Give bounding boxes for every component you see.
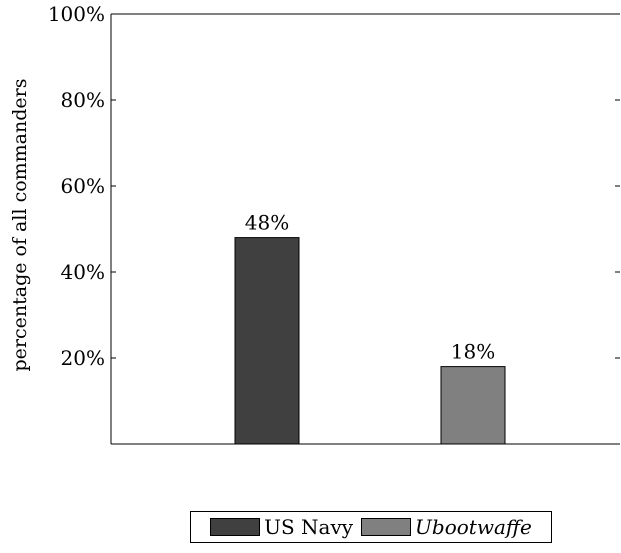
- legend: US Navy Ubootwaffe: [190, 511, 552, 543]
- bar: [440, 366, 506, 445]
- y-tick-label: 40%: [61, 260, 105, 284]
- legend-label-ubootwaffe: Ubootwaffe: [415, 515, 532, 539]
- bar-data-label: 48%: [245, 211, 289, 235]
- y-tick-label: 100%: [48, 2, 105, 26]
- y-tick-label: 80%: [61, 88, 105, 112]
- y-tick-label: 60%: [61, 174, 105, 198]
- bar-chart: percentage of all commanders 20% 40% 60% 80…: [9, 2, 620, 445]
- y-tick-label: 20%: [61, 346, 105, 370]
- legend-swatch-us-navy: [210, 518, 261, 536]
- legend-swatch-ubootwaffe: [361, 518, 412, 536]
- bar-data-label: 18%: [451, 340, 495, 364]
- legend-item-us-navy: US Navy: [210, 515, 353, 539]
- y-axis-label: percentage of all commanders: [9, 79, 31, 372]
- legend-label-us-navy: US Navy: [264, 515, 354, 539]
- bar: [234, 237, 300, 445]
- legend-item-ubootwaffe: Ubootwaffe: [361, 515, 532, 539]
